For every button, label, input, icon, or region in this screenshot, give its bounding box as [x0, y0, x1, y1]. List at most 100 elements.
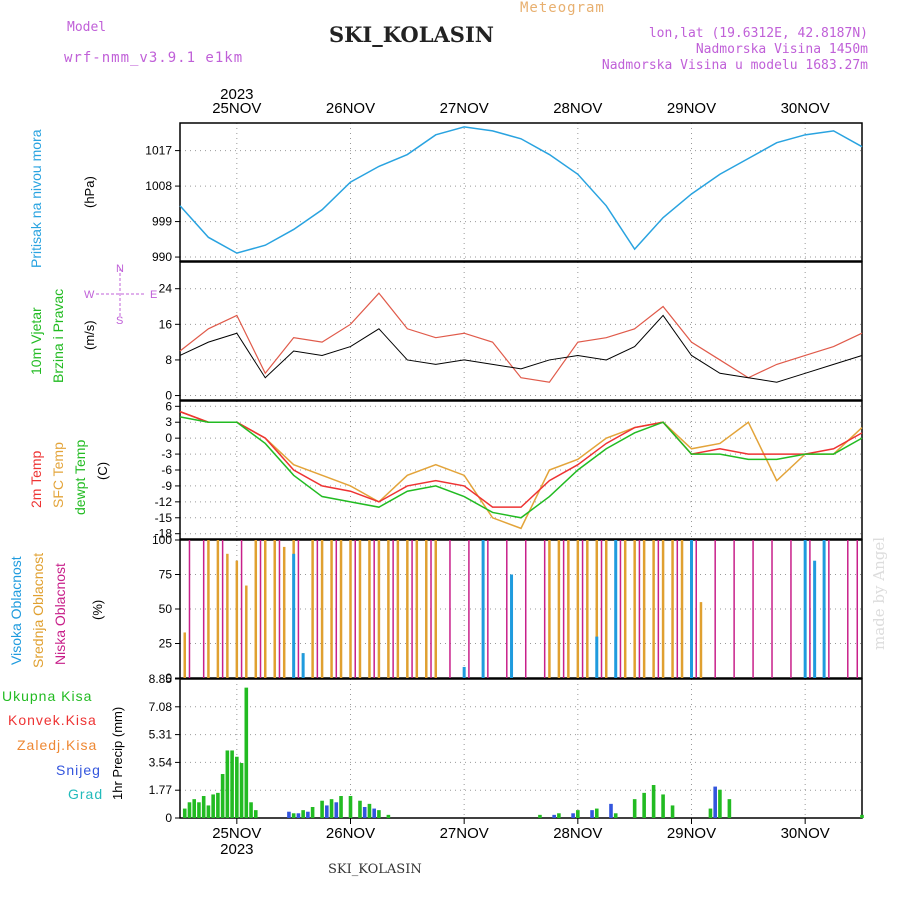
- mid-cloud-bar: [368, 540, 371, 678]
- bottom-date-label: 28NOV: [553, 825, 602, 842]
- low-cloud-bar: [468, 540, 470, 678]
- mid-cloud-bar: [273, 540, 276, 678]
- top-year-label: 2023: [220, 86, 253, 103]
- low-cloud-bar: [752, 540, 754, 678]
- low-cloud-bar: [278, 540, 281, 678]
- mid-cloud-bar: [605, 540, 608, 678]
- ytick-label: 3.54: [149, 755, 173, 769]
- precip-label-convective: Konvek.Kisa: [8, 712, 97, 728]
- total-precip-bar: [708, 808, 713, 818]
- mid-cloud-bar: [652, 540, 655, 678]
- wind-speed-line: [179, 314, 863, 383]
- high-cloud-bar: [822, 540, 826, 678]
- bottom-date-label: 25NOV: [212, 825, 261, 842]
- mid-cloud-bar: [226, 553, 229, 678]
- low-cloud-bar: [202, 540, 205, 678]
- snow-precip-bar: [362, 807, 367, 818]
- ytick-label: -3: [161, 447, 172, 461]
- mid-cloud-bar: [183, 632, 186, 678]
- total-precip-bar: [727, 799, 732, 818]
- top-date-label: 29NOV: [667, 100, 716, 117]
- ytick-label: 3: [165, 415, 172, 429]
- total-precip-bar: [613, 813, 618, 818]
- panel-frame: [179, 678, 863, 819]
- low-cloud-bar: [259, 540, 262, 678]
- high-cloud-bar: [803, 540, 807, 678]
- low-cloud-bar: [790, 540, 792, 678]
- mid-cloud-bar: [623, 540, 627, 678]
- mid-cloud-bar: [264, 540, 267, 678]
- ytick-label: 24: [159, 282, 173, 296]
- low-cloud-bar: [506, 540, 508, 678]
- top-date-label: 25NOV: [212, 100, 261, 117]
- low-cloud-bar: [373, 540, 375, 678]
- high-cloud-bar: [301, 653, 305, 678]
- mid-cloud-bar: [642, 540, 646, 678]
- low-cloud-bar: [809, 540, 811, 678]
- low-cloud-bar: [733, 540, 735, 678]
- high-cloud-bar: [481, 540, 485, 678]
- ytick-label: 5.31: [149, 728, 173, 742]
- low-cloud-bar: [600, 540, 603, 678]
- mid-cloud-bar: [661, 540, 665, 678]
- snow-precip-bar: [325, 805, 329, 818]
- total-precip-bar: [211, 794, 215, 818]
- snow-precip-bar: [296, 813, 301, 818]
- mid-cloud-bar: [567, 540, 570, 678]
- total-precip-bar: [860, 814, 864, 818]
- mid-cloud-bar: [207, 540, 210, 678]
- mid-cloud-bar: [377, 540, 381, 678]
- high-cloud-bar: [614, 540, 618, 678]
- total-precip-bar: [201, 796, 206, 818]
- panel-frame: [179, 539, 863, 679]
- bottom-date-label: 30NOV: [781, 825, 830, 842]
- mid-cloud-bar: [633, 540, 636, 678]
- temp2m-line: [179, 410, 863, 508]
- dewpt-temp-line: [179, 416, 863, 519]
- bottom-date-label: 27NOV: [440, 825, 489, 842]
- precip-label-total: Ukupna Kisa: [2, 688, 93, 704]
- bottom-date-label: 29NOV: [667, 825, 716, 842]
- total-precip-bar: [244, 687, 249, 818]
- low-cloud-bar: [240, 540, 243, 678]
- ytick-label: 75: [159, 568, 173, 582]
- total-precip-bar: [339, 796, 343, 818]
- high-cloud-bar: [462, 666, 466, 678]
- elevation: Nadmorska Visina 1450m: [695, 42, 868, 57]
- low-cloud-bar: [392, 540, 394, 678]
- total-precip-bar: [329, 799, 334, 818]
- total-precip-bar: [220, 774, 225, 818]
- total-precip-bar: [291, 813, 296, 818]
- station-title: SKI_KOLASIN: [329, 22, 494, 47]
- total-precip-bar: [576, 810, 580, 818]
- low-cloud-bar: [430, 540, 432, 678]
- total-precip-bar: [182, 808, 187, 818]
- total-precip-bar: [197, 802, 201, 818]
- total-precip-bar: [235, 756, 239, 818]
- total-precip-bar: [594, 808, 599, 818]
- mid-cloud-bar: [282, 546, 286, 678]
- total-precip-bar: [632, 799, 637, 818]
- total-precip-bar: [651, 785, 656, 818]
- low-cloud-bar: [619, 540, 622, 678]
- total-precip-bar: [310, 807, 315, 818]
- high-cloud-bar: [292, 553, 296, 678]
- top-date-label: 28NOV: [553, 100, 602, 117]
- snow-precip-bar: [571, 813, 575, 818]
- total-precip-bar: [301, 810, 305, 818]
- total-precip-bar: [386, 814, 391, 818]
- ytick-label: -6: [161, 463, 172, 477]
- ytick-label: 0: [165, 671, 172, 685]
- ytick-label: -18: [155, 527, 173, 541]
- mid-cloud-bar: [680, 540, 684, 678]
- high-cloud-bar: [595, 636, 599, 678]
- mid-cloud-bar: [387, 540, 390, 678]
- ytick-label: 999: [152, 215, 172, 229]
- mid-cloud-bar: [576, 540, 580, 678]
- low-cloud-bar: [297, 540, 300, 678]
- ytick-label: 50: [159, 602, 173, 616]
- low-cloud-bar: [771, 540, 773, 678]
- low-cloud-bar: [411, 540, 413, 678]
